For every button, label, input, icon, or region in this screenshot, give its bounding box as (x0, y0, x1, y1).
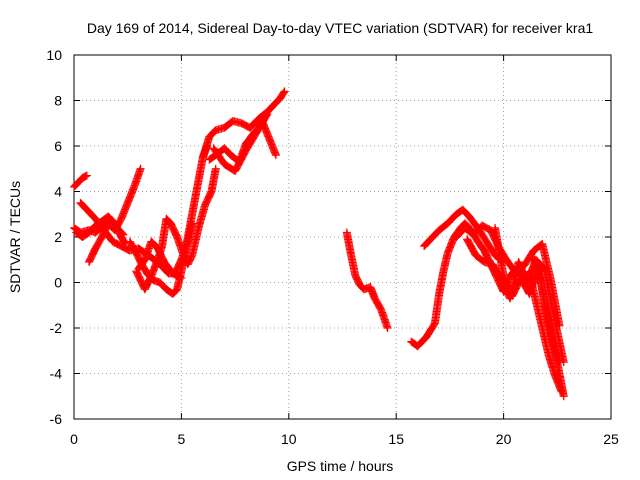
grid-lines (74, 55, 611, 419)
chart-title: Day 169 of 2014, Sidereal Day-to-day VTE… (87, 20, 593, 36)
y-tick-label: 0 (54, 275, 62, 291)
data-point (82, 171, 91, 180)
data-point (262, 111, 271, 120)
data-point (211, 164, 220, 173)
data-point (176, 273, 185, 282)
x-tick-label: 10 (281, 431, 297, 447)
series-arc-6 (125, 142, 212, 298)
y-axis-label: SDTVAR / TECUs (7, 181, 23, 293)
data-point (559, 392, 568, 401)
data-point (263, 110, 272, 119)
data-point (280, 87, 289, 96)
series-arc-8 (134, 237, 186, 282)
x-axis-label: GPS time / hours (287, 458, 394, 474)
series-arc-9 (198, 87, 289, 162)
y-tick-labels: -6 -4 -2 0 2 4 6 8 10 (46, 47, 62, 427)
y-tick-label: 4 (54, 184, 62, 200)
x-tick-label: 20 (496, 431, 512, 447)
y-tick-label: 6 (54, 138, 62, 154)
x-tick-label: 25 (603, 431, 619, 447)
y-tick-label: 2 (54, 229, 62, 245)
y-tick-label: -6 (50, 411, 63, 427)
series-arc-5 (85, 164, 145, 267)
series-arc-18 (529, 253, 564, 367)
data-point (279, 88, 288, 97)
y-tick-label: 10 (46, 47, 62, 63)
y-tick-label: -2 (50, 320, 63, 336)
x-tick-labels: 0 5 10 15 20 25 (70, 431, 619, 447)
series-arc-12 (342, 228, 392, 332)
axis-ticks (73, 54, 612, 420)
series-arc-14 (420, 205, 508, 267)
series-arc-7 (132, 164, 220, 294)
data-points (70, 87, 568, 401)
data-point (177, 273, 186, 282)
data-point (136, 164, 145, 173)
x-tick-label: 15 (388, 431, 404, 447)
y-tick-label: -4 (50, 366, 63, 382)
series-arc-11 (209, 110, 272, 176)
x-tick-label: 5 (178, 431, 186, 447)
y-tick-label: 8 (54, 93, 62, 109)
data-point (555, 358, 564, 367)
data-point (383, 324, 392, 332)
data-point (271, 151, 280, 160)
x-tick-label: 0 (70, 431, 78, 447)
series-arc-1 (70, 171, 91, 191)
